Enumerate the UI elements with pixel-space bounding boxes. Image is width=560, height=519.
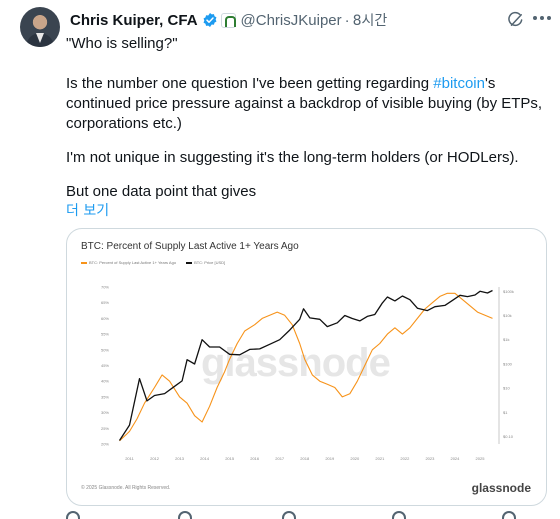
reply-icon[interactable]	[66, 511, 80, 519]
like-icon[interactable]	[282, 511, 296, 519]
user-handle[interactable]: @ChrisJKuiper	[240, 11, 342, 29]
x-tick-label: 2020	[350, 456, 360, 461]
org-badge-icon[interactable]	[220, 12, 236, 28]
tweet-paragraph-3: I'm not unique in suggesting it's the lo…	[66, 149, 519, 166]
more-dot	[540, 16, 544, 20]
chart-title: BTC: Percent of Supply Last Active 1+ Ye…	[81, 241, 299, 252]
y-right-tick-label: $0.10	[503, 434, 514, 439]
tweet-paragraph-2: Is the number one question I've been get…	[66, 74, 546, 134]
text-segment: Is the number one question I've been get…	[66, 75, 434, 92]
tweet-paragraph-4: But one data point that gives	[66, 183, 257, 200]
tweet-actions	[66, 511, 546, 519]
series-line-supply	[119, 292, 493, 442]
legend-swatch-supply	[81, 261, 87, 264]
y-left-tick-label: 70%	[101, 285, 109, 290]
tweet-paragraph-1: "Who is selling?"	[66, 35, 178, 52]
legend-label-supply: BTC: Percent of Supply Last Active 1+ Ye…	[89, 260, 177, 265]
x-tick-label: 2014	[200, 456, 210, 461]
y-left-tick-label: 20%	[101, 442, 109, 447]
y-left-tick-label: 35%	[101, 394, 109, 399]
more-dot	[547, 16, 551, 20]
timestamp[interactable]: 8시간	[352, 13, 388, 29]
x-tick-label: 2022	[400, 456, 410, 461]
x-tick-label: 2024	[450, 456, 460, 461]
y-left-tick-label: 30%	[101, 410, 109, 415]
y-left-tick-label: 55%	[101, 332, 109, 337]
y-right-tick-label: $10	[503, 386, 510, 391]
legend-item-price: BTC: Price [USD]	[186, 260, 225, 265]
y-left-tick-label: 45%	[101, 363, 109, 368]
y-left-tick-label: 40%	[101, 379, 109, 384]
y-left-tick-label: 25%	[101, 426, 109, 431]
y-right-tick-label: $100	[503, 361, 513, 366]
x-tick-label: 2011	[125, 456, 134, 461]
x-tick-label: 2019	[325, 456, 335, 461]
x-tick-label: 2018	[300, 456, 310, 461]
series-line-price	[118, 289, 493, 441]
verified-badge-icon	[203, 13, 216, 27]
y-right-tick-label: $100k	[503, 289, 514, 294]
display-name[interactable]: Chris Kuiper, CFA	[70, 11, 198, 29]
avatar[interactable]	[20, 7, 60, 47]
x-tick-label: 2025	[476, 456, 486, 461]
x-tick-label: 2017	[275, 456, 285, 461]
legend-swatch-price	[186, 261, 193, 264]
hashtag-link[interactable]: #bitcoin	[433, 75, 485, 92]
y-left-tick-label: 65%	[101, 300, 109, 305]
x-tick-label: 2023	[425, 456, 435, 461]
chart-plot: 20% 25% 30% 35% 40% 45% 50% 55% 60% 65% 70% $0.10 $1…	[101, 285, 514, 462]
views-icon[interactable]	[392, 511, 406, 519]
legend-label-price: BTC: Price [USD]	[194, 260, 226, 265]
retweet-icon[interactable]	[178, 511, 192, 519]
x-tick-label: 2016	[250, 456, 260, 461]
more-dot	[533, 16, 537, 20]
grok-icon[interactable]	[507, 11, 525, 29]
x-tick-label: 2015	[225, 456, 235, 461]
y-right-tick-label: $1k	[503, 337, 509, 342]
show-more-link[interactable]: 더 보기	[66, 203, 110, 219]
x-tick-label: 2013	[175, 456, 185, 461]
tweet-header: Chris Kuiper, CFA @ChrisJKuiper · 8시간	[70, 10, 387, 30]
tweet-media-image[interactable]: BTC: Percent of Supply Last Active 1+ Ye…	[66, 228, 547, 506]
legend-item-supply: BTC: Percent of Supply Last Active 1+ Ye…	[81, 260, 176, 265]
more-icon[interactable]	[533, 16, 553, 22]
x-tick-label: 2012	[150, 456, 160, 461]
chart-legend: BTC: Percent of Supply Last Active 1+ Ye…	[81, 260, 225, 265]
glassnode-logo: glassnode	[471, 481, 531, 495]
x-tick-label: 2021	[375, 456, 385, 461]
bookmark-icon[interactable]	[502, 511, 516, 519]
avatar-collar	[36, 33, 44, 43]
y-left-tick-label: 50%	[101, 347, 109, 352]
chart-copyright: © 2025 Glassnode. All Rights Reserved.	[81, 485, 171, 491]
y-right-tick-label: $1	[503, 410, 508, 415]
y-left-tick-label: 60%	[101, 316, 109, 321]
text-segment: 's continued price pressure against a ba…	[66, 75, 543, 132]
separator-dot: ·	[344, 11, 350, 29]
y-right-tick-label: $10k	[503, 313, 512, 318]
